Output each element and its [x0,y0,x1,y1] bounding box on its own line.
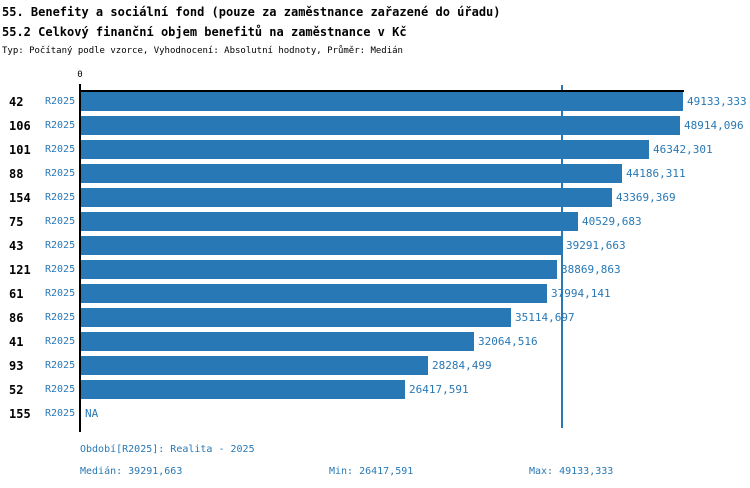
chart-row: 75 R2025 40529,683 [0,210,750,234]
chart-row: 101 R2025 46342,301 [0,138,750,162]
row-id-label: 43 [9,239,24,253]
row-id-label: 93 [9,359,24,373]
bar-value-label: 32064,516 [478,335,538,348]
report-meta-line: Typ: Počítaný podle vzorce, Vyhodnocení:… [2,46,403,56]
period-legend: Období[R2025]: Realita - 2025 [80,444,255,455]
bar-value-label: 26417,591 [409,383,469,396]
row-id-label: 42 [9,95,24,109]
chart-row: 88 R2025 44186,311 [0,162,750,186]
bar[interactable] [81,212,578,231]
bar-value-label: 37994,141 [551,287,611,300]
bar-value-label: 44186,311 [626,167,686,180]
bar[interactable] [81,356,428,375]
chart-row: 155 R2025 NA [0,402,750,426]
row-id-label: 121 [9,263,31,277]
row-period-label: R2025 [45,360,76,371]
x-axis-line [79,90,684,92]
row-id-label: 41 [9,335,24,349]
row-period-label: R2025 [45,312,76,323]
bar[interactable] [81,332,474,351]
report-title: 55. Benefity a sociální fond (pouze za z… [2,5,501,19]
row-period-label: R2025 [45,192,76,203]
row-period-label: R2025 [45,408,76,419]
bar[interactable] [81,380,405,399]
bar-value-label: 35114,697 [515,311,575,324]
bar[interactable] [81,236,562,255]
bar-value-label: 46342,301 [653,143,713,156]
row-period-label: R2025 [45,288,76,299]
row-period-label: R2025 [45,384,76,395]
bar-value-label: NA [85,407,99,420]
bar-value-label: 48914,096 [684,119,744,132]
bar[interactable] [81,116,680,135]
bar[interactable] [81,260,557,279]
x-axis-zero-tick-label: 0 [77,70,83,80]
row-id-label: 101 [9,143,31,157]
chart-row: 43 R2025 39291,663 [0,234,750,258]
stat-min: Min: 26417,591 [329,466,414,477]
bar[interactable] [81,188,612,207]
bar-value-label: 39291,663 [566,239,626,252]
row-id-label: 61 [9,287,24,301]
bar[interactable] [81,284,547,303]
chart-row: 61 R2025 37994,141 [0,282,750,306]
row-period-label: R2025 [45,168,76,179]
row-id-label: 155 [9,407,31,421]
row-id-label: 88 [9,167,24,181]
row-period-label: R2025 [45,264,76,275]
row-id-label: 154 [9,191,31,205]
chart-row: 154 R2025 43369,369 [0,186,750,210]
row-period-label: R2025 [45,336,76,347]
bar-value-label: 40529,683 [582,215,642,228]
stat-max: Max: 49133,333 [529,466,614,477]
bar-value-label: 49133,333 [687,95,747,108]
chart-row: 42 R2025 49133,333 [0,90,750,114]
chart-row: 121 R2025 38869,863 [0,258,750,282]
bar[interactable] [81,140,649,159]
row-period-label: R2025 [45,96,76,107]
chart-row: 106 R2025 48914,096 [0,114,750,138]
row-period-label: R2025 [45,216,76,227]
row-id-label: 75 [9,215,24,229]
bar[interactable] [81,308,511,327]
report-subtitle: 55.2 Celkový finanční objem benefitů na … [2,25,407,39]
y-axis-line [79,84,81,432]
chart-row: 41 R2025 32064,516 [0,330,750,354]
row-period-label: R2025 [45,240,76,251]
bar[interactable] [81,164,622,183]
bar-value-label: 43369,369 [616,191,676,204]
stat-median: Medián: 39291,663 [80,466,183,477]
bar-value-label: 28284,499 [432,359,492,372]
row-id-label: 52 [9,383,24,397]
bar-value-label: 38869,863 [561,263,621,276]
median-line [561,85,563,428]
chart-row: 93 R2025 28284,499 [0,354,750,378]
row-period-label: R2025 [45,144,76,155]
chart-row: 86 R2025 35114,697 [0,306,750,330]
row-id-label: 106 [9,119,31,133]
chart-rows: 42 R2025 49133,333 106 R2025 48914,096 101 R202… [0,90,750,428]
bar[interactable] [81,92,683,111]
row-period-label: R2025 [45,120,76,131]
chart-row: 52 R2025 26417,591 [0,378,750,402]
row-id-label: 86 [9,311,24,325]
